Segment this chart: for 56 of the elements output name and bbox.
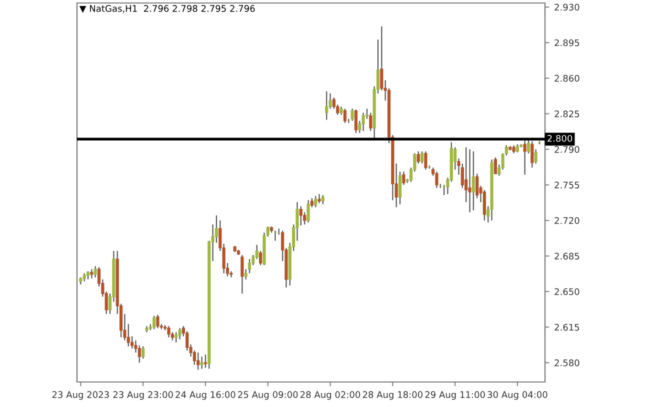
candlestick xyxy=(142,346,145,360)
candlestick xyxy=(472,150,475,211)
candlestick xyxy=(369,112,372,132)
candlestick xyxy=(240,254,244,294)
candlestick xyxy=(523,138,526,176)
y-tick-label: 2.790 xyxy=(554,146,580,153)
candlestick xyxy=(90,268,94,279)
candlestick xyxy=(138,344,141,364)
candlestick xyxy=(325,90,328,120)
candlestick xyxy=(380,26,384,91)
candlestick xyxy=(318,193,321,204)
candlestick xyxy=(156,314,160,329)
x-tick-label: 24 Aug 16:00 xyxy=(176,391,236,400)
candlestick xyxy=(435,171,438,188)
candlestick xyxy=(534,148,538,164)
candlestick xyxy=(350,108,354,122)
candlestick xyxy=(343,108,347,124)
candlestick xyxy=(420,150,424,164)
candlestick xyxy=(306,200,310,224)
candlestick xyxy=(167,326,170,338)
candlestick xyxy=(362,112,365,132)
ref-line-label: 2.800 xyxy=(548,134,572,142)
y-tick-label: 2.755 xyxy=(554,182,580,188)
candlestick xyxy=(196,352,200,370)
candlestick xyxy=(94,266,97,278)
y-tick-label: 2.930 xyxy=(554,4,580,11)
candlestick xyxy=(314,196,318,208)
candlestick xyxy=(416,150,420,164)
candlestick xyxy=(178,328,182,340)
candlestick xyxy=(204,354,208,368)
x-tick-label: 23 Aug 2023 xyxy=(52,391,109,400)
candlestick xyxy=(321,194,324,205)
x-tick-label: 23 Aug 23:00 xyxy=(113,391,173,400)
y-tick-label: 2.580 xyxy=(554,359,580,366)
y-tick-label: 2.895 xyxy=(554,39,580,46)
candlestick xyxy=(152,315,156,330)
y-tick-label: 2.720 xyxy=(554,217,580,224)
x-tick-label: 25 Aug 09:00 xyxy=(238,391,298,400)
y-tick-label: 2.615 xyxy=(554,324,580,331)
x-tick-label: 29 Aug 11:00 xyxy=(425,391,485,400)
x-tick-label: 30 Aug 04:00 xyxy=(488,391,548,400)
candlestick xyxy=(299,206,302,226)
x-tick-label: 28 Aug 18:00 xyxy=(362,391,423,400)
candlestick xyxy=(354,109,358,134)
candlestick xyxy=(200,356,204,370)
candlestick xyxy=(468,148,472,213)
y-tick-label: 2.825 xyxy=(554,110,580,118)
y-tick-label: 2.685 xyxy=(554,252,580,260)
y-tick-label: 2.860 xyxy=(554,74,580,82)
candlestick xyxy=(174,332,178,343)
candlestick xyxy=(482,189,486,221)
candlestick xyxy=(530,140,534,168)
x-tick-label: 28 Aug 02:00 xyxy=(300,391,360,400)
chart-title: ▼ NatGas,H1 2.796 2.798 2.795 2.796 xyxy=(79,5,255,13)
y-tick-label: 2.650 xyxy=(554,288,580,296)
candlestick xyxy=(424,150,428,170)
